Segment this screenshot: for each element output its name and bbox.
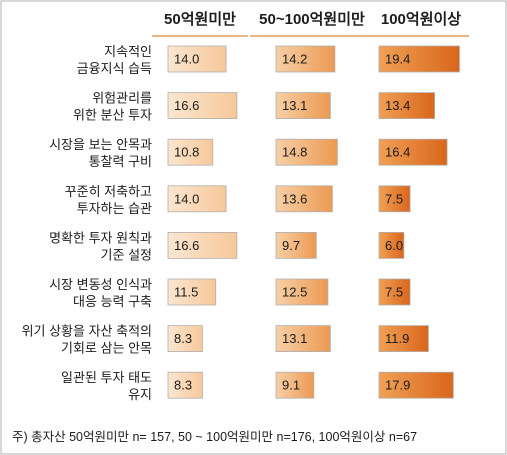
column-header: 50억원미만 [164, 10, 236, 28]
chart-row: 꾸준히 저축하고 투자하는 습관 14.0 13.6 7.5 [65, 184, 411, 216]
value-label: 16.6 [174, 238, 199, 253]
bar [167, 45, 227, 73]
bar [378, 371, 454, 399]
bar [275, 231, 317, 259]
category-label: 위험관리를 위한 분산 투자 [73, 91, 152, 123]
chart-row: 시장 변동성 인식과 대응 능력 구축 11.5 12.5 7.5 [49, 277, 411, 309]
value-label: 7.5 [385, 191, 403, 206]
value-label: 9.1 [282, 378, 300, 393]
chart-row: 위기 상황을 자산 축적의 기회로 삼는 안목 8.3 13.1 11.9 [22, 324, 429, 356]
value-label: 13.1 [282, 98, 307, 113]
chart-row: 위험관리를 위한 분산 투자 16.6 13.1 13.4 [73, 91, 435, 123]
value-label: 13.4 [385, 98, 410, 113]
bar [378, 325, 429, 353]
value-label: 11.5 [174, 285, 198, 300]
bar [167, 231, 238, 259]
bar [378, 231, 405, 259]
value-label: 13.6 [282, 191, 307, 206]
bar [167, 138, 214, 166]
chart-row: 명확한 투자 원칙과 기준 설정 16.6 9.7 6.0 [49, 230, 405, 262]
bar [275, 92, 331, 119]
category-label: 일관된 투자 태도 유지 [61, 370, 152, 402]
bar [167, 325, 203, 353]
bar [275, 138, 338, 166]
value-label: 8.3 [174, 378, 192, 393]
value-label: 13.1 [282, 331, 307, 346]
bar [275, 371, 315, 399]
value-label: 14.2 [282, 52, 307, 67]
bar [275, 45, 336, 73]
value-label: 14.0 [174, 52, 199, 67]
bar [275, 185, 333, 213]
column-header: 100억원이상 [381, 10, 461, 28]
bar [378, 45, 460, 73]
bar [167, 185, 227, 213]
value-label: 8.3 [174, 331, 192, 346]
value-label: 14.8 [282, 145, 307, 160]
value-label: 12.5 [282, 285, 307, 300]
category-label: 시장 변동성 인식과 대응 능력 구축 [49, 277, 152, 309]
bar [378, 185, 411, 213]
bar [378, 92, 435, 119]
bar [275, 325, 331, 353]
category-label: 명확한 투자 원칙과 기준 설정 [49, 230, 152, 262]
value-label: 17.9 [385, 378, 410, 393]
bar [275, 278, 329, 306]
value-label: 19.4 [385, 52, 410, 67]
category-label: 시장을 보는 안목과 통찰력 구비 [49, 137, 152, 169]
value-label: 14.0 [174, 191, 199, 206]
value-label: 10.8 [174, 145, 199, 160]
footnote: 주) 총자산 50억원미만 n= 157, 50 ~ 100억원미만 n=176… [12, 430, 417, 444]
value-label: 7.5 [385, 285, 403, 300]
bar [378, 138, 448, 166]
value-label: 9.7 [282, 238, 300, 253]
category-label: 위기 상황을 자산 축적의 기회로 삼는 안목 [22, 324, 152, 356]
bar [167, 92, 238, 119]
category-label: 꾸준히 저축하고 투자하는 습관 [65, 184, 152, 216]
chart-row: 일관된 투자 태도 유지 8.3 9.1 17.9 [61, 370, 454, 402]
value-label: 16.4 [385, 145, 410, 160]
value-label: 16.6 [174, 98, 199, 113]
chart-row: 시장을 보는 안목과 통찰력 구비 10.8 14.8 16.4 [49, 137, 448, 169]
column-header: 50~100억원미만 [259, 10, 365, 28]
chart-rows: 지속적인 금융지식 습득 14.0 14.2 19.4 위험관리를 위한 분산 투자 16.6… [22, 44, 460, 402]
bar [167, 371, 203, 399]
column-headers: 50억원미만 50~100억원미만 100억원이상 [152, 10, 469, 37]
category-label: 지속적인 금융지식 습득 [77, 44, 152, 76]
chart-row: 지속적인 금융지식 습득 14.0 14.2 19.4 [77, 44, 460, 76]
value-label: 6.0 [385, 238, 403, 253]
bar [167, 278, 217, 306]
bar [378, 278, 411, 306]
value-label: 11.9 [385, 331, 409, 346]
